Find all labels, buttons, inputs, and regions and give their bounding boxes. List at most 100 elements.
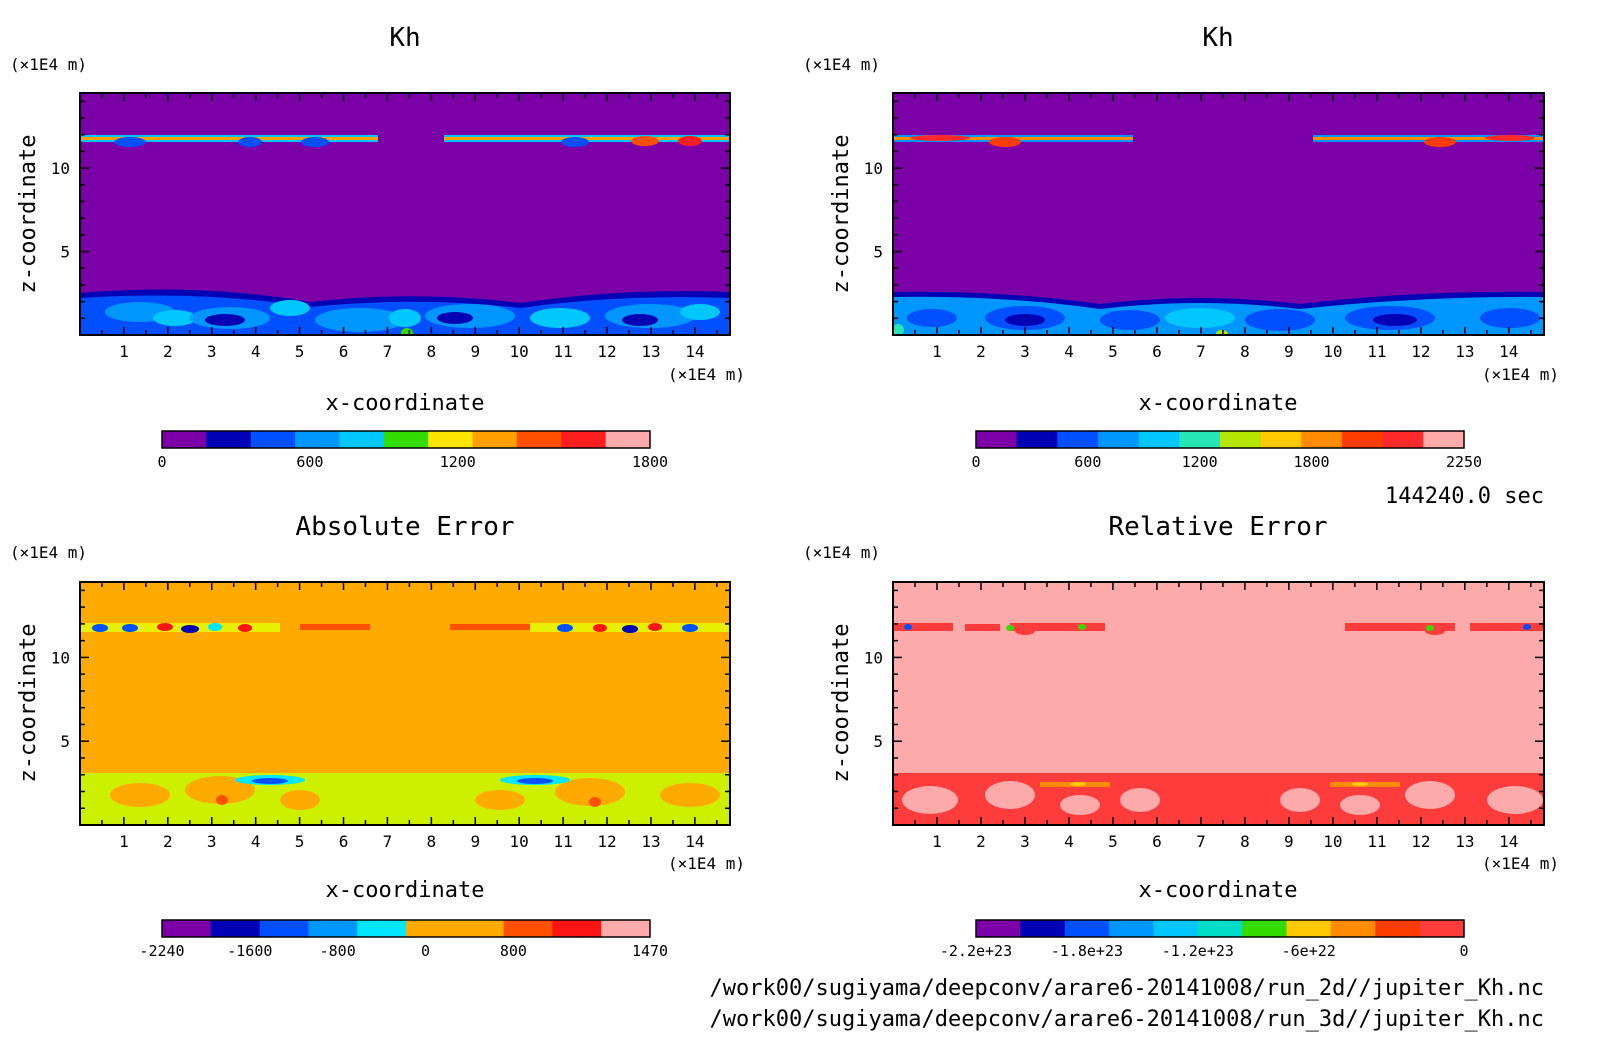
x-tick-label: 1 [932,342,942,361]
x-tick-label: 8 [427,832,437,851]
colorbar-swatch [472,431,518,448]
x-tick-label: 5 [295,832,305,851]
colorbar-swatch [976,431,1018,448]
x-tick-label: 8 [1240,342,1250,361]
y-tick-label: 5 [873,732,883,751]
x-tick-label: 9 [470,342,480,361]
colorbar-swatch [339,431,385,448]
colorbar-swatch [162,431,207,448]
panel-title: Kh [1202,23,1233,53]
colorbar: -2240 -1600 -800 0 800 1470 [139,919,668,960]
x-tick-label: 13 [1455,832,1474,851]
y-axis-label: z-coordinate [829,135,854,294]
time-label: 144240.0 sec [1385,484,1544,509]
x-tick-label: 5 [295,342,305,361]
y-tick-label: 5 [873,243,883,262]
colorbar-tick-label: 1800 [632,453,668,471]
x-tick-label: 6 [339,342,349,361]
colorbar-tick-label: -800 [320,942,356,960]
x-tick-label: 3 [207,342,217,361]
colorbar-swatch [1153,920,1199,937]
panel-kh-3d: Kh (×1E4 m) 1 2 3 4 5 6 7 8 9 10 [803,23,1559,471]
y-unit-label: (×1E4 m) [10,55,87,74]
contour-field [893,93,1544,335]
x-tick-label: 4 [251,832,261,851]
x-tick-label: 11 [553,832,572,851]
colorbar-swatch [561,431,607,448]
x-tick-label: 1 [119,832,129,851]
y-axis-label: z-coordinate [16,135,41,294]
x-tick-label: 14 [685,832,704,851]
colorbar-swatch [1057,431,1099,448]
colorbar-swatch [206,431,252,448]
y-tick-label: 5 [60,732,70,751]
colorbar-tick-label: 1200 [1182,453,1218,471]
colorbar-swatch [1179,431,1221,448]
colorbar-swatch [1098,431,1140,448]
colorbar-swatch [601,920,651,937]
colorbar-tick-label: 600 [296,453,323,471]
colorbar-swatch [1375,920,1421,937]
x-tick-label: 14 [1499,832,1518,851]
panel-relative-error: Relative Error (×1E4 m) [803,512,1559,960]
y-axis-label: z-coordinate [16,624,41,783]
colorbar-tick-label: -1600 [227,942,272,960]
colorbar-tick-label: 1200 [440,453,476,471]
panel-absolute-error: Absolute Error (×1E4 m) [10,512,745,960]
colorbar-swatch [308,920,358,937]
colorbar-tick-label: 0 [971,453,980,471]
x-tick-label: 11 [553,342,572,361]
x-tick-label: 12 [1411,832,1430,851]
colorbar-swatch [383,431,429,448]
colorbar-swatch [162,920,212,937]
x-tick-label: 7 [1196,342,1206,361]
x-tick-label: 6 [1152,832,1162,851]
colorbar-tick-label: 0 [157,453,166,471]
colorbar-swatch [516,431,562,448]
x-tick-label: 10 [1323,832,1342,851]
x-tick-label: 8 [1240,832,1250,851]
colorbar-swatch [1197,920,1243,937]
x-tick-label: 2 [976,832,986,851]
x-tick-label: 10 [1323,342,1342,361]
colorbar-tick-label: -2240 [139,942,184,960]
x-tick-label: 9 [470,832,480,851]
y-unit-label: (×1E4 m) [803,55,880,74]
x-tick-label: 2 [163,832,173,851]
colorbar-swatch [1064,920,1110,937]
colorbar-swatch [503,920,553,937]
colorbar-swatch [1260,431,1302,448]
y-unit-label: (×1E4 m) [10,543,87,562]
colorbar-tick-label: 0 [421,942,430,960]
x-tick-label: 12 [597,342,616,361]
colorbar-tick-label: 1800 [1293,453,1329,471]
colorbar-swatch [976,920,1021,937]
colorbar: -2.2e+23 -1.8e+23 -1.2e+23 -6e+22 0 [940,919,1469,960]
panel-title: Relative Error [1108,512,1327,542]
colorbar-swatch [552,920,602,937]
colorbar-swatch [1109,920,1154,937]
colorbar: 0 600 1200 1800 2250 [971,430,1482,471]
colorbar-swatch [428,431,474,448]
y-tick-label: 10 [864,648,883,667]
panel-kh-2d: Kh (×1E4 m) [10,23,745,471]
x-tick-label: 11 [1367,832,1386,851]
colorbar-tick-label: 0 [1459,942,1468,960]
colorbar-tick-label: -2.2e+23 [940,942,1012,960]
colorbar-swatch [357,920,407,937]
x-tick-label: 3 [1020,342,1030,361]
x-tick-label: 6 [1152,342,1162,361]
x-axis-label: x-coordinate [326,391,485,416]
x-tick-label: 5 [1108,832,1118,851]
colorbar-swatch [1138,431,1180,448]
x-tick-label: 7 [383,342,393,361]
colorbar-swatch [1016,431,1058,448]
colorbar-tick-label: 800 [500,942,527,960]
x-tick-label: 3 [207,832,217,851]
y-tick-label: 5 [60,243,70,262]
colorbar-tick-label: 1470 [632,942,668,960]
x-tick-label: 12 [1411,342,1430,361]
colorbar-swatch [1382,431,1424,448]
colorbar: 0 600 1200 1800 [157,430,668,471]
x-tick-label: 4 [251,342,261,361]
